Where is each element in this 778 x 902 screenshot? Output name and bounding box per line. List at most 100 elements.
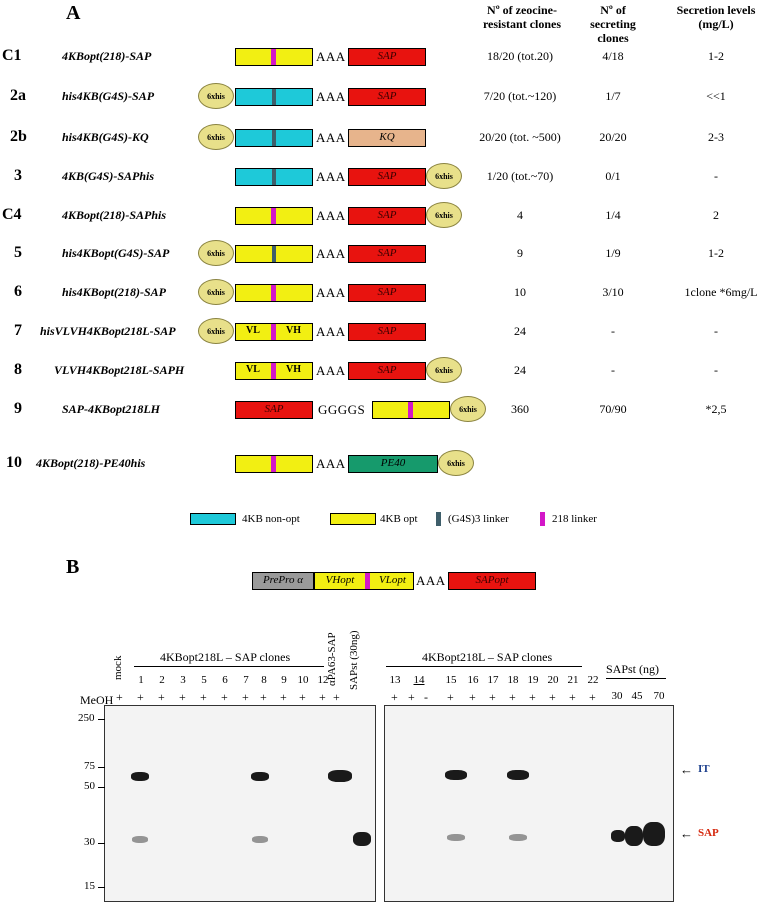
- sap-label: SAP: [377, 50, 397, 62]
- blot-band: [611, 830, 625, 842]
- 4kb-opt-box: [235, 284, 313, 302]
- legend-g4s-swatch: [436, 512, 441, 526]
- blot-band: [507, 770, 529, 780]
- sap-label: SAP: [264, 403, 284, 415]
- left-group-line: [134, 666, 324, 667]
- sap-label: SAP: [377, 90, 397, 102]
- meoh-sign: +: [447, 690, 454, 704]
- mw-label: 30: [84, 836, 95, 848]
- prepro-box: PrePro α: [252, 572, 314, 590]
- aaa-label: AAA: [316, 130, 346, 145]
- sap-arrow-icon: ←: [680, 826, 693, 841]
- legend-218-label: 218 linker: [552, 513, 597, 525]
- lane-number: 10: [297, 674, 309, 686]
- levels-cell: 1-2: [708, 49, 724, 63]
- left-group-label: 4KBopt218L – SAP clones: [160, 650, 291, 664]
- row-id: 3: [14, 167, 22, 184]
- aaa-label: AAA: [316, 208, 346, 223]
- sap-box: SAP: [348, 207, 426, 225]
- his-tag-icon: 6xhis: [426, 202, 462, 228]
- pe40-label: PE40: [380, 457, 406, 469]
- his-tag-icon: 6xhis: [198, 318, 234, 344]
- legend-nonopt-swatch: [190, 513, 236, 525]
- his-tag-icon: 6xhis: [450, 396, 486, 422]
- aaa-label: AAA: [316, 363, 346, 378]
- zeocine-cell: 4: [517, 208, 523, 222]
- row-name: 4KBopt(218)-SAPhis: [62, 208, 167, 222]
- panel-b-letter: B: [66, 556, 80, 578]
- mw-tick: [98, 887, 105, 888]
- sapst-ng-label: SAPst (ng): [606, 662, 660, 676]
- blot-band: [447, 834, 465, 841]
- levels-cell: 2: [713, 208, 719, 222]
- 4kb-opt-box: [235, 455, 313, 473]
- row-name: hisVLVH4KBopt218L-SAP: [40, 324, 176, 338]
- gggs-linker-label: GGGGS: [318, 402, 366, 417]
- meoh-label: MeOH: [80, 693, 114, 707]
- secreting-cell: 20/20: [599, 130, 627, 144]
- lane-number: 1: [138, 674, 144, 686]
- lane-number: 5: [201, 674, 207, 686]
- lane-number: 19: [527, 674, 539, 686]
- secreting-cell: 70/90: [599, 402, 627, 416]
- row-id: 2a: [10, 87, 26, 104]
- lane-number: 17: [487, 674, 499, 686]
- row-name: his4KB(G4S)-KQ: [62, 130, 149, 144]
- meoh-sign: +: [589, 690, 596, 704]
- aaa-label: AAA: [316, 285, 346, 300]
- 4kb-opt-box: [235, 48, 313, 66]
- row-id: 2b: [10, 128, 27, 145]
- aaa-label: AAA: [316, 89, 346, 104]
- zeocine-cell: 20/20 (tot. ~500): [479, 130, 561, 144]
- lane-number: 20: [547, 674, 559, 686]
- row-name: his4KBopt(218)-SAP: [62, 285, 167, 299]
- mw-label: 50: [84, 780, 95, 792]
- aaa-label: AAA: [316, 324, 346, 339]
- secreting-cell: -: [611, 363, 615, 377]
- meoh-sign: +: [116, 690, 123, 704]
- aaa-label: AAA: [316, 169, 346, 184]
- lane-number: 14: [413, 674, 425, 686]
- row-id: 6: [14, 283, 22, 300]
- levels-cell: *2,5: [705, 402, 727, 416]
- meoh-sign: +: [333, 690, 340, 704]
- mw-label: 15: [84, 880, 95, 892]
- lane-number: 2: [159, 674, 165, 686]
- meoh-sign: +: [179, 690, 186, 704]
- lane-number: 18: [507, 674, 519, 686]
- row-id: 10: [6, 454, 22, 471]
- meoh-sign: +: [221, 690, 228, 704]
- aaa-label: AAA: [316, 49, 346, 64]
- lane-number: 12: [317, 674, 329, 686]
- sapst-ng-line: [606, 678, 666, 679]
- row-id: 7: [14, 322, 22, 339]
- header-levels: Secretion levels (mg/L): [676, 3, 756, 31]
- blot-band: [132, 836, 148, 843]
- sap-amount-label: 30: [611, 690, 623, 702]
- mock-label: mock: [112, 655, 124, 680]
- lane-number: 16: [467, 674, 479, 686]
- meoh-sign: +: [569, 690, 576, 704]
- row-name: 4KBopt(218)-SAP: [62, 49, 152, 63]
- blot-band: [643, 822, 665, 846]
- sap-label: SAP: [377, 325, 397, 337]
- 4kb-nonopt-box: [235, 129, 313, 147]
- sap-box: SAP: [348, 323, 426, 341]
- sap-box: SAP: [235, 401, 313, 419]
- sap-amount-label: 45: [631, 690, 643, 702]
- lane-number: 22: [587, 674, 599, 686]
- meoh-sign: +: [260, 690, 267, 704]
- it-arrow-icon: ←: [680, 762, 693, 777]
- 4kb-opt-box: VL VH: [235, 323, 313, 341]
- sap-box: SAP: [348, 245, 426, 263]
- sap-label: SAP: [377, 364, 397, 376]
- 4kb-opt-box: [372, 401, 450, 419]
- vhopt-label: VHopt: [325, 574, 355, 586]
- meoh-sign: +: [299, 690, 306, 704]
- 4kb-opt-box: [235, 207, 313, 225]
- meoh-sign: +: [280, 690, 287, 704]
- meoh-sign: +: [489, 690, 496, 704]
- mw-tick: [98, 767, 105, 768]
- kq-box: KQ: [348, 129, 426, 147]
- it-arrow-label: IT: [698, 763, 710, 775]
